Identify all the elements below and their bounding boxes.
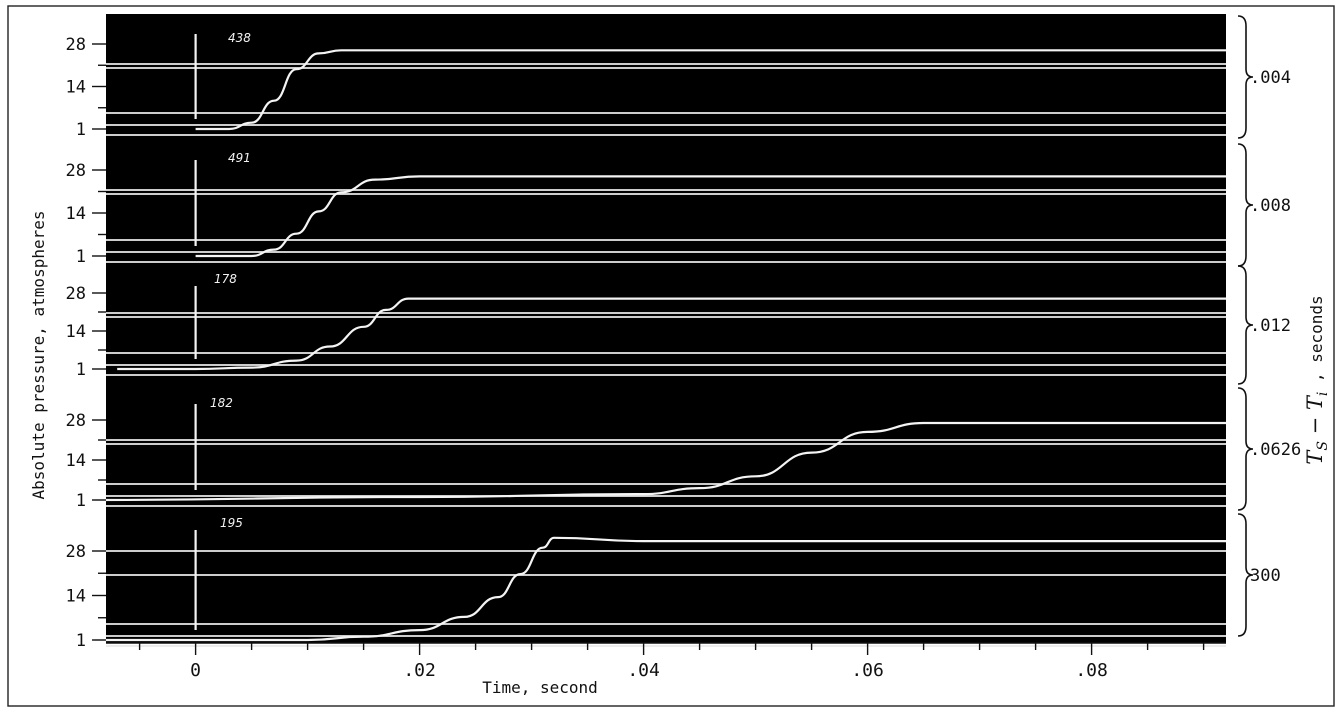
x-tick-label: .06 (851, 660, 884, 681)
delay-label: 300 (1250, 566, 1281, 586)
panel-run-label: 182 (210, 396, 233, 410)
y-tick-label: 14 (66, 451, 86, 471)
x-axis: 0 .02 .04 .06 .08 (106, 642, 1226, 681)
panel-run-label: 438 (228, 31, 251, 45)
x-tick-label: .02 (403, 660, 436, 681)
x-tick-label: .08 (1075, 660, 1108, 681)
y-axis-title: Absolute pressure, atmospheres (29, 211, 48, 500)
x-axis-title: Time, second (482, 678, 598, 697)
y-tick-label: 14 (66, 78, 86, 98)
y-tick-label: 1 (76, 247, 86, 267)
delay-brackets: .004 .008 .012 .0626 300 (1237, 15, 1301, 637)
delay-bracket (1237, 265, 1254, 385)
y-tick-label: 28 (66, 35, 86, 55)
delay-label: .0626 (1250, 440, 1301, 460)
right-axis-title: TS − Ti , seconds (1303, 295, 1331, 464)
x-tick-label: .04 (627, 660, 660, 681)
right-title-sub1: S (1315, 441, 1331, 451)
y-tick-label: 28 (66, 284, 86, 304)
y-tick-label: 28 (66, 161, 86, 181)
delay-bracket (1237, 15, 1254, 139)
y-tick-label: 1 (76, 631, 86, 651)
panel-labels: 438 491 178 182 195 (210, 31, 251, 530)
oscillogram-background (106, 14, 1226, 643)
reference-lines (106, 63, 1226, 647)
delay-label: .004 (1250, 68, 1291, 88)
delay-bracket (1237, 513, 1254, 637)
y-tick-label: 1 (76, 120, 86, 140)
pressure-trace (94, 536, 1226, 642)
y-axis: 28 14 1 28 14 1 28 14 1 28 14 1 28 14 1 (66, 35, 106, 651)
right-title-t1: T (1303, 449, 1327, 465)
delay-bracket (1237, 143, 1254, 267)
x-tick-label: 0 (190, 660, 201, 681)
delay-label: .012 (1250, 316, 1291, 336)
delay-label: .008 (1250, 196, 1291, 216)
y-tick-label: 14 (66, 322, 86, 342)
right-title-sub2: i (1315, 392, 1331, 396)
y-tick-label: 14 (66, 204, 86, 224)
y-tick-label: 1 (76, 491, 86, 511)
panel-run-label: 178 (214, 272, 237, 286)
pressure-trace (94, 421, 1226, 502)
y-tick-label: 28 (66, 411, 86, 431)
delay-bracket (1237, 387, 1254, 511)
panel-run-label: 195 (220, 516, 243, 530)
pressure-trace (195, 49, 1226, 131)
right-title-mid: − T (1303, 394, 1327, 441)
pressure-trace (195, 175, 1226, 258)
y-tick-label: 14 (66, 587, 86, 607)
pressure-traces (94, 34, 1226, 642)
y-tick-label: 28 (66, 542, 86, 562)
pressure-trace (117, 297, 1226, 371)
figure-border (7, 5, 1335, 707)
y-tick-label: 1 (76, 360, 86, 380)
panel-run-label: 491 (228, 151, 251, 165)
right-title-tail: , seconds (1307, 295, 1326, 391)
